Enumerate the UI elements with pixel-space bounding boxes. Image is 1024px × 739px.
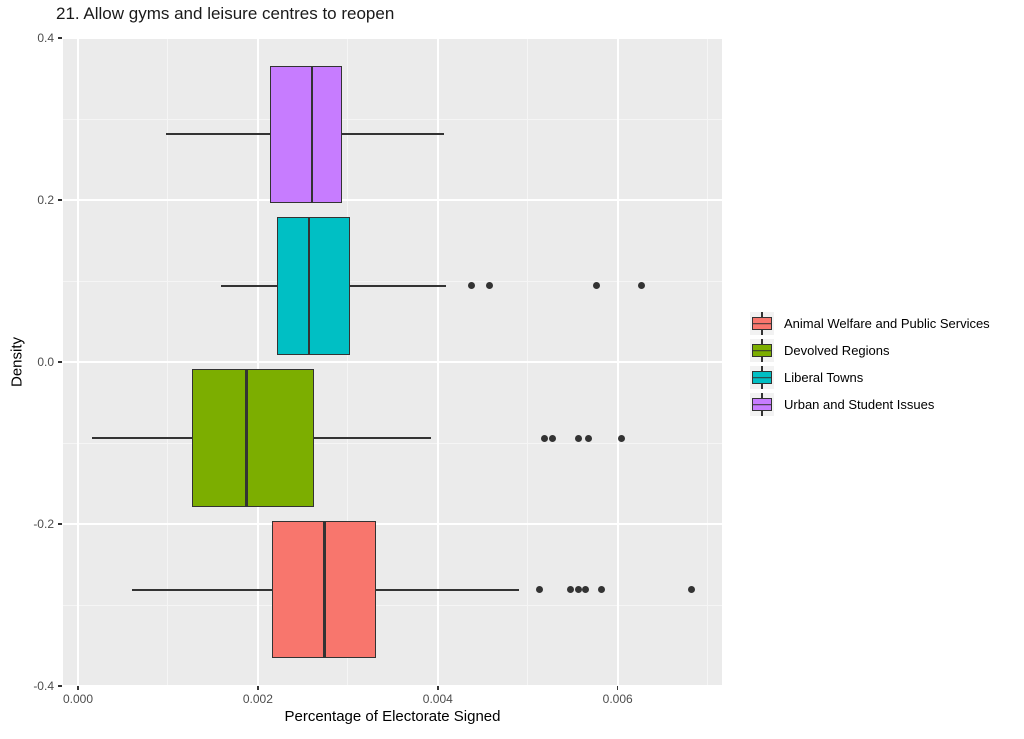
chart-title: 21. Allow gyms and leisure centres to re… (56, 4, 395, 23)
outlier-point-devolved-regions (575, 434, 583, 442)
outlier-point-devolved-regions (549, 434, 557, 442)
x-tick-mark (616, 686, 619, 690)
outlier-point-animal-welfare-and-public-services (687, 586, 695, 594)
legend-item-liberal-towns: Liberal Towns (750, 366, 990, 389)
median-line-urban-and-student-issues (310, 65, 314, 204)
y-axis-title: Density (8, 336, 26, 388)
y-tick-label: 0.4 (37, 31, 54, 45)
legend-label: Animal Welfare and Public Services (784, 316, 990, 331)
boxplot-box-urban-and-student-issues (269, 65, 342, 204)
x-tick-mark (257, 686, 259, 690)
outlier-point-devolved-regions (585, 434, 593, 442)
x-axis-title: Percentage of Electorate Signed (284, 708, 501, 725)
y-tick-mark (58, 523, 62, 525)
x-tick-label: 0.006 (602, 692, 633, 706)
legend-key-median-line (752, 322, 772, 325)
whisker-left-devolved-regions (92, 437, 193, 440)
whisker-right-urban-and-student-issues (341, 133, 445, 136)
whisker-left-animal-welfare-and-public-services (131, 588, 273, 591)
median-line-liberal-towns (307, 217, 311, 355)
x-tick-label: 0.002 (242, 692, 273, 706)
gridline-y-major (63, 361, 722, 363)
y-tick-label: 0.0 (37, 355, 54, 369)
legend-key-boxplot-icon (750, 312, 774, 335)
outlier-point-devolved-regions (541, 434, 549, 442)
outlier-point-animal-welfare-and-public-services (535, 586, 543, 594)
y-tick-label: 0.2 (37, 193, 54, 207)
legend: Animal Welfare and Public Services Devolv… (750, 312, 990, 420)
gridline-y-minor (63, 442, 722, 444)
legend-key-median-line (752, 376, 772, 379)
legend-label: Urban and Student Issues (784, 397, 935, 412)
legend-item-urban-and-student-issues: Urban and Student Issues (750, 393, 990, 416)
x-tick-label: 0.004 (422, 692, 453, 706)
whisker-left-urban-and-student-issues (166, 133, 270, 136)
plot-panel (63, 38, 722, 686)
legend-key-boxplot-icon (750, 393, 774, 416)
gridline-y-major (63, 199, 722, 201)
y-tick-mark (58, 685, 62, 687)
gridline-y-minor (63, 118, 722, 120)
outlier-point-liberal-towns (637, 282, 645, 290)
gridline-y-minor (63, 280, 722, 282)
legend-key-median-line (752, 349, 772, 352)
gridline-y-major (63, 38, 722, 39)
outlier-point-devolved-regions (617, 434, 625, 442)
boxplot-box-devolved-regions (192, 369, 314, 507)
y-tick-label: -0.2 (33, 517, 54, 531)
y-tick-mark (58, 361, 62, 363)
median-line-devolved-regions (244, 369, 248, 507)
boxplot-box-liberal-towns (276, 217, 350, 355)
legend-item-animal-welfare-and-public-services: Animal Welfare and Public Services (750, 312, 990, 335)
whisker-left-liberal-towns (221, 284, 277, 287)
legend-item-devolved-regions: Devolved Regions (750, 339, 990, 362)
outlier-point-animal-welfare-and-public-services (597, 586, 605, 594)
y-tick-mark (58, 199, 62, 201)
y-tick-mark (58, 37, 62, 39)
outlier-point-liberal-towns (593, 282, 601, 290)
gridline-y-major (63, 523, 722, 525)
x-tick-label: 0.000 (63, 692, 94, 706)
gridline-y-minor (63, 604, 722, 606)
outlier-point-animal-welfare-and-public-services (567, 586, 575, 594)
legend-label: Liberal Towns (784, 370, 864, 385)
whisker-right-liberal-towns (349, 284, 446, 287)
legend-key-boxplot-icon (750, 339, 774, 362)
x-tick-mark (437, 686, 439, 690)
legend-key-median-line (752, 403, 772, 406)
gridline-y-major (63, 685, 722, 686)
legend-key-boxplot-icon (750, 366, 774, 389)
outlier-point-liberal-towns (467, 282, 475, 290)
median-line-animal-welfare-and-public-services (323, 520, 326, 659)
whisker-right-animal-welfare-and-public-services (375, 588, 519, 591)
y-tick-label: -0.4 (33, 679, 54, 693)
outlier-point-animal-welfare-and-public-services (581, 586, 589, 594)
legend-label: Devolved Regions (784, 343, 890, 358)
x-tick-mark (77, 686, 79, 690)
outlier-point-liberal-towns (485, 282, 493, 290)
outlier-point-animal-welfare-and-public-services (574, 586, 582, 594)
whisker-right-devolved-regions (313, 437, 431, 440)
